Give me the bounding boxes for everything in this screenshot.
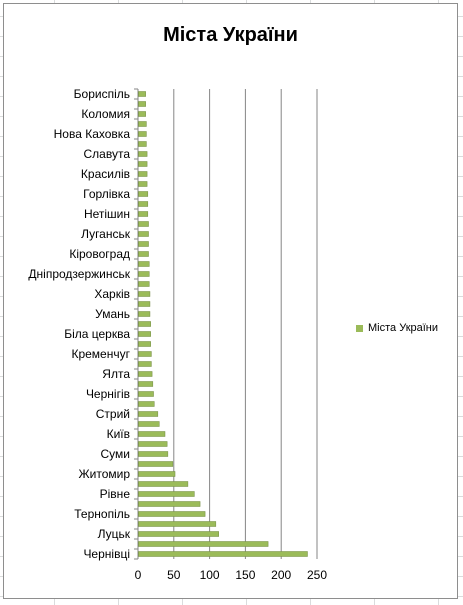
y-tick-label: Горлівка xyxy=(83,187,130,201)
y-tick-label: Чернігів xyxy=(86,387,130,401)
legend-label: Міста України xyxy=(368,322,439,334)
y-tick-label: Житомир xyxy=(79,467,131,481)
y-tick-label: Славута xyxy=(84,147,131,161)
bar xyxy=(138,271,150,277)
bar xyxy=(138,451,169,457)
bar xyxy=(138,511,206,517)
y-tick-label: Харків xyxy=(94,287,130,301)
bar xyxy=(138,311,151,317)
bar xyxy=(138,181,148,187)
bar xyxy=(138,461,174,467)
bar xyxy=(138,161,148,167)
x-tick-label: 150 xyxy=(235,568,255,582)
bar-chart: 0 50 100 150 200 250 Бориспіль Коломия Нова Кахо… xyxy=(28,87,327,582)
bar xyxy=(138,131,147,137)
y-tick-label: Київ xyxy=(107,427,130,441)
bar xyxy=(138,261,150,267)
chart-area[interactable]: Міста України 0 50 100 150 200 250 Бориспіль Ко… xyxy=(3,3,458,599)
y-tick-label: Біла церква xyxy=(64,327,130,341)
bar xyxy=(138,541,269,547)
bar xyxy=(138,471,176,477)
y-tick-label: Красилів xyxy=(81,167,130,181)
bar xyxy=(138,551,308,557)
bar xyxy=(138,111,146,117)
y-tick-label: Нетішин xyxy=(84,207,130,221)
bar xyxy=(138,191,149,197)
x-tick-label: 200 xyxy=(271,568,291,582)
y-tick-label: Чернівці xyxy=(83,547,130,561)
bar xyxy=(138,141,147,147)
bar xyxy=(138,281,150,287)
bar xyxy=(138,231,149,237)
bar xyxy=(138,171,148,177)
bar xyxy=(138,501,201,507)
x-tick-label: 50 xyxy=(167,568,181,582)
bar xyxy=(138,481,189,487)
bar xyxy=(138,331,151,337)
bar xyxy=(138,371,153,377)
bar xyxy=(138,291,151,297)
bar xyxy=(138,341,151,347)
bar xyxy=(138,241,149,247)
bar xyxy=(138,361,152,367)
bar xyxy=(138,321,151,327)
x-tick-label: 100 xyxy=(200,568,220,582)
bar xyxy=(138,421,160,427)
bar xyxy=(138,221,149,227)
y-tick-label: Дніпродзержинськ xyxy=(28,267,130,281)
bar xyxy=(138,531,219,537)
bar xyxy=(138,411,159,417)
bar xyxy=(138,211,149,217)
y-tick-label: Ялта xyxy=(102,367,130,381)
y-tick-label: Рівне xyxy=(100,487,131,501)
y-tick-label: Кіровоград xyxy=(69,247,130,261)
y-tick-label: Тернопіль xyxy=(74,507,130,521)
bar xyxy=(138,521,217,527)
y-tick-label: Стрий xyxy=(96,407,130,421)
y-tick-label: Суми xyxy=(101,447,130,461)
bar xyxy=(138,151,148,157)
bar xyxy=(138,491,195,497)
bar xyxy=(138,351,152,357)
bar xyxy=(138,391,154,397)
y-tick-label: Луцьк xyxy=(98,527,131,541)
y-tick-label: Луганськ xyxy=(81,227,131,241)
y-tick-label: Бориспіль xyxy=(74,87,130,101)
legend-swatch xyxy=(356,324,363,332)
y-tick-label: Нова Каховка xyxy=(54,127,131,141)
bar xyxy=(138,251,149,257)
x-tick-label: 250 xyxy=(307,568,327,582)
y-tick-label: Коломия xyxy=(81,107,130,121)
bar xyxy=(138,401,155,407)
bar xyxy=(138,91,146,97)
bar xyxy=(138,431,166,437)
bar xyxy=(138,381,154,387)
x-tick-label: 0 xyxy=(135,568,142,582)
bar xyxy=(138,301,151,307)
bar xyxy=(138,101,146,107)
bar xyxy=(138,201,149,207)
bar xyxy=(138,441,168,447)
chart-title: Міста України xyxy=(163,24,298,46)
y-tick-label: Умань xyxy=(95,307,130,321)
bar xyxy=(138,121,147,127)
y-tick-label: Кременчуг xyxy=(71,347,130,361)
legend: Міста України xyxy=(356,322,438,334)
